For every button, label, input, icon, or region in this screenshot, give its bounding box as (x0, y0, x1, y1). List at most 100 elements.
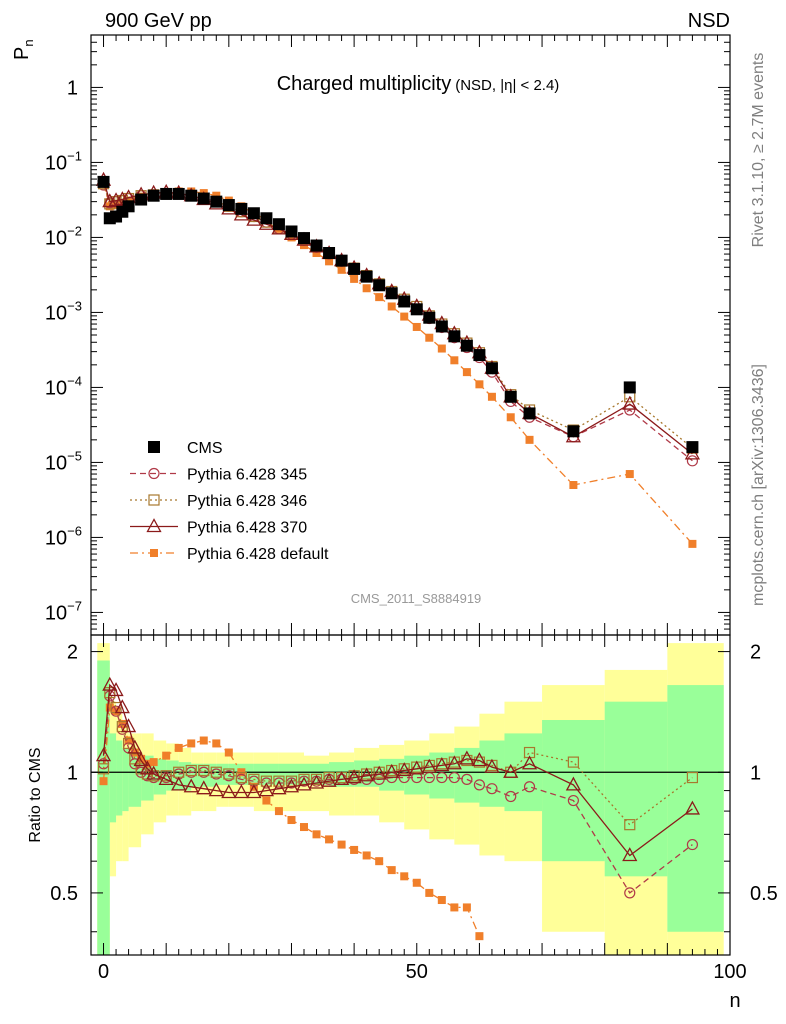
point-pythia-6-428-default (475, 380, 484, 389)
point-cms (185, 189, 198, 202)
point-cms (523, 407, 536, 420)
ratio-point-pythia-6-428-370 (271, 780, 287, 795)
point-cms (460, 339, 473, 352)
series-line-pythia-6-428-370 (102, 180, 693, 455)
ratio-point-pythia-6-428-370 (565, 776, 581, 791)
legend-label: Pythia 6.428 370 (187, 520, 307, 537)
point-pythia-6-428-default (425, 333, 434, 342)
series-line-pythia-6-428-default (102, 183, 693, 545)
ratio-point-pythia-6-428-default (105, 703, 114, 712)
point-cms (172, 187, 185, 200)
ratio-point-pythia-6-428-345 (473, 779, 486, 791)
ratio-point-pythia-6-428-346 (567, 756, 579, 768)
ratio-point-pythia-6-428-default (450, 903, 459, 912)
ratio-point-pythia-6-428-370 (108, 682, 124, 697)
point-pythia-6-428-default (400, 312, 409, 321)
point-pythia-6-428-default (525, 435, 534, 444)
legend-entry-pythia-6-428-default: Pythia 6.428 default (130, 546, 329, 563)
point-pythia-6-428-370 (622, 395, 638, 410)
ratio-point-pythia-6-428-370 (484, 758, 500, 773)
ratio-point-pythia-6-428-default (124, 736, 133, 745)
ratio-point-pythia-6-428-370 (246, 784, 262, 799)
legend-entry-pythia-6-428-345: Pythia 6.428 345 (130, 467, 307, 484)
ratio-point-pythia-6-428-default (362, 851, 371, 860)
green-band-bin (604, 701, 668, 877)
legend-marker (148, 441, 160, 453)
point-pythia-6-428-345 (686, 455, 699, 467)
point-pythia-6-428-default (688, 539, 697, 548)
mcplots-label: mcplots.cern.ch [arXiv:1306.3436] (750, 364, 767, 606)
ratio-point-pythia-6-428-370 (521, 755, 538, 770)
y-tick-label: 10−1 (45, 148, 82, 174)
point-pythia-6-428-default (350, 274, 359, 283)
y-tick-label: 10−5 (45, 448, 82, 474)
ratio-point-pythia-6-428-346 (624, 819, 636, 831)
green-band-bin (253, 763, 279, 785)
ratio-point-pythia-6-428-370 (139, 760, 155, 775)
ratio-point-pythia-6-428-default (224, 748, 233, 757)
ratio-point-pythia-6-428-default (375, 857, 384, 866)
y-tick-label-ratio-right: 1 (750, 762, 761, 784)
ratio-point-pythia-6-428-default (287, 816, 296, 825)
y-tick-label-ratio-left: 0.5 (50, 883, 78, 905)
ratio-xlabel: n (729, 990, 740, 1012)
ratio-point-pythia-6-428-default (137, 754, 146, 763)
point-cms (310, 239, 323, 252)
chart-title: Charged multiplicity (NSD, |η| < 2.4) (277, 73, 560, 95)
y-tick-label-ratio-right: 0.5 (750, 883, 778, 905)
point-cms (398, 295, 411, 308)
rivet-label: Rivet 3.1.10, ≥ 2.7M events (750, 53, 767, 248)
ratio-ylabel: Ratio to CMS (27, 747, 44, 842)
ratio-point-pythia-6-428-370 (183, 778, 199, 793)
point-pythia-6-428-default (506, 413, 515, 422)
ratio-point-pythia-6-428-345 (436, 771, 448, 784)
point-cms (686, 441, 699, 454)
ratio-point-pythia-6-428-370 (421, 758, 437, 773)
ratio-point-pythia-6-428-default (262, 796, 271, 805)
point-pythia-6-428-default (437, 344, 446, 353)
ratio-point-pythia-6-428-370 (308, 774, 325, 789)
point-cms (485, 362, 498, 375)
legend-entry-pythia-6-428-370: Pythia 6.428 370 (130, 518, 307, 537)
ratio-point-pythia-6-428-370 (333, 770, 350, 786)
point-cms (260, 212, 273, 225)
point-pythia-6-428-default (569, 481, 578, 489)
point-cms (435, 320, 448, 333)
x-tick-label: 100 (713, 961, 746, 983)
legend-marker (148, 467, 160, 480)
ratio-point-pythia-6-428-default (325, 835, 334, 844)
point-cms (135, 193, 148, 206)
ratio-point-pythia-6-428-default (149, 758, 158, 767)
ratio-point-pythia-6-428-345 (461, 773, 473, 785)
ratio-point-pythia-6-428-default (462, 903, 471, 912)
main-frame (90, 34, 731, 636)
series-cms (97, 175, 699, 454)
point-pythia-6-428-370 (102, 193, 118, 208)
x-tick-label: 50 (406, 961, 428, 983)
green-band-bin (122, 747, 129, 812)
ratio-series-pythia-6-428-370 (95, 676, 701, 862)
point-pythia-6-428-default (450, 356, 459, 365)
ratio-point-pythia-6-428-345 (686, 838, 699, 851)
ratio-point-pythia-6-428-default (212, 739, 221, 748)
point-pythia-6-428-default (375, 293, 384, 302)
point-cms (504, 390, 517, 403)
point-cms (285, 225, 298, 238)
ratio-point-pythia-6-428-345 (398, 771, 410, 784)
point-pythia-6-428-default (312, 248, 321, 257)
header-left: 900 GeV pp (105, 10, 212, 32)
point-cms (298, 232, 310, 245)
ratio-point-pythia-6-428-default (174, 743, 183, 752)
point-cms (623, 381, 636, 394)
ratio-point-pythia-6-428-346 (260, 775, 273, 787)
point-pythia-6-428-default (387, 302, 396, 311)
point-cms (348, 262, 361, 275)
ratio-point-pythia-6-428-370 (283, 778, 300, 793)
ratio-point-pythia-6-428-346 (310, 773, 323, 785)
point-cms (122, 200, 135, 213)
point-pythia-6-428-default (487, 392, 496, 401)
ratio-point-pythia-6-428-345 (505, 790, 517, 803)
ratio-point-pythia-6-428-default (274, 807, 283, 816)
ratio-point-pythia-6-428-370 (409, 760, 425, 775)
ratio-frame (90, 634, 731, 956)
